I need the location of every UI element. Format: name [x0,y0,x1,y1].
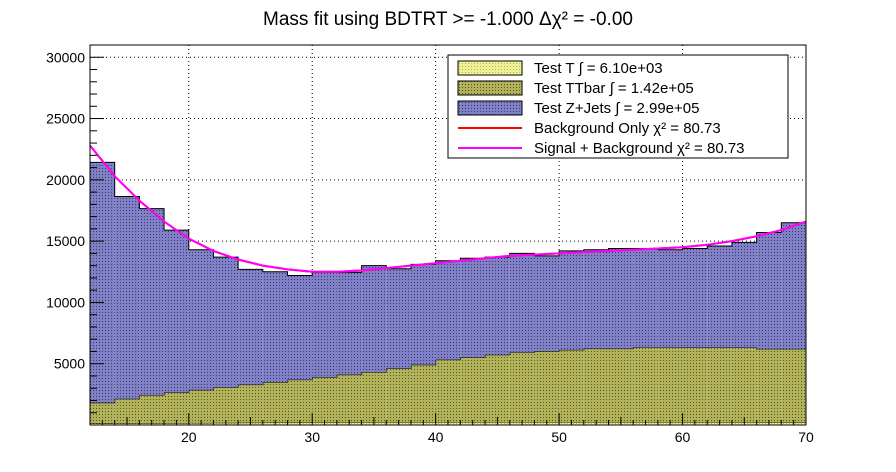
bar-stacked-middle [781,348,806,423]
bar-stacked-middle [238,384,263,423]
bar-stacked-top [262,271,288,383]
bar-stacked-top [90,162,115,403]
bar-stacked-middle [559,349,584,423]
bar-stacked-middle [139,394,165,424]
bar-stacked-middle [213,387,239,423]
x-tick-label: 20 [181,429,197,445]
bar-stacked-top [682,248,708,348]
bar-stacked-top [633,248,658,348]
bar-stacked-middle [188,389,214,423]
bar-stacked-top [312,272,337,378]
x-tick-label: 50 [551,429,567,445]
bar-stacked-middle [731,347,757,423]
bar-stacked-middle [336,374,362,423]
bar-stacked-top [509,253,535,353]
bar-stacked-top [238,269,263,385]
bar-stacked-middle [386,368,411,423]
axes: 20 30 40 50 60 70 5000 10000 15000 20000 25000 3000… [46,44,814,445]
bar-stacked-middle [410,364,436,423]
bar-stacked-middle [633,347,658,423]
bar-stacked-middle [608,348,634,423]
bar-stacked-top [534,255,560,352]
fit-curves [89,144,807,273]
bar-stacked-top [657,249,683,348]
y-tick-label: 30000 [46,49,85,65]
bar-stacked-top [213,257,239,388]
chart-title: Mass fit using BDTRT >= -1.000 Δχ² = -0.… [263,9,633,30]
y-tick-label: 15000 [46,233,85,249]
y-tick-label: 5000 [54,356,85,372]
bar-stacked-top [188,249,214,390]
bar-stacked-middle [287,379,313,423]
bar-stacked-middle [707,347,732,423]
bar-stacked-top [336,272,362,375]
bar-stacked-middle [485,354,510,423]
x-tick-label: 30 [304,429,320,445]
x-tick-label: 40 [428,429,444,445]
bar-stacked-top [139,208,165,395]
bar-stacked-middle [583,348,609,423]
legend-swatch [457,80,523,96]
bar-stacked-top [287,275,313,380]
x-tick-label: 70 [798,429,814,445]
bar-stacked-top [164,230,189,393]
bar-stacked-middle [682,347,708,423]
legend-label: Background Only χ² = 80.73 [534,120,721,137]
bar-stacked-middle [756,348,782,423]
legend-label: Test Z+Jets ∫ = 2.99e+05 [534,100,699,117]
y-tick-label: 20000 [46,172,85,188]
bar-stacked-top [583,249,609,349]
bar-stacked-top [608,248,634,349]
y-tick-label: 25000 [46,111,85,127]
bar-stacked-top [559,250,584,350]
legend-label: Test T ∫ = 6.10e+03 [534,60,663,77]
y-tick-label: 10000 [46,294,85,310]
legend-swatch [457,100,523,116]
bar-stacked-middle [435,359,461,423]
bar-stacked-top [460,258,486,358]
stacked-histogram [89,161,807,425]
bar-stacked-middle [657,347,683,423]
bar-stacked-top [707,246,732,348]
bar-stacked-middle [534,351,560,423]
bar-stacked-top [731,242,757,348]
bar-stacked-middle [460,357,486,423]
legend: Test T ∫ = 6.10e+03 Test TTbar ∫ = 1.42e+… [447,54,789,159]
bar-stacked-top [361,265,387,373]
fit-curve [89,144,807,273]
bar-stacked-top [781,222,806,349]
bar-stacked-middle [164,392,189,424]
legend-label: Test TTbar ∫ = 1.42e+05 [534,80,694,97]
bar-stacked-middle [90,402,115,424]
legend-label: Signal + Background χ² = 80.73 [534,140,745,157]
bar-stacked-top [485,257,510,355]
bar-stacked-top [386,268,411,369]
x-tick-label: 60 [675,429,691,445]
bar-stacked-top [756,232,782,349]
bar-stacked-top [410,264,436,365]
legend-swatch [457,60,523,76]
bar-stacked-middle [262,382,288,423]
bar-stacked-top [114,196,140,399]
bar-stacked-middle [361,372,387,423]
bar-stacked-middle [312,377,337,423]
step-outline-stacked-top [89,161,807,425]
bar-stacked-top [435,260,461,360]
bar-stacked-middle [509,352,535,423]
